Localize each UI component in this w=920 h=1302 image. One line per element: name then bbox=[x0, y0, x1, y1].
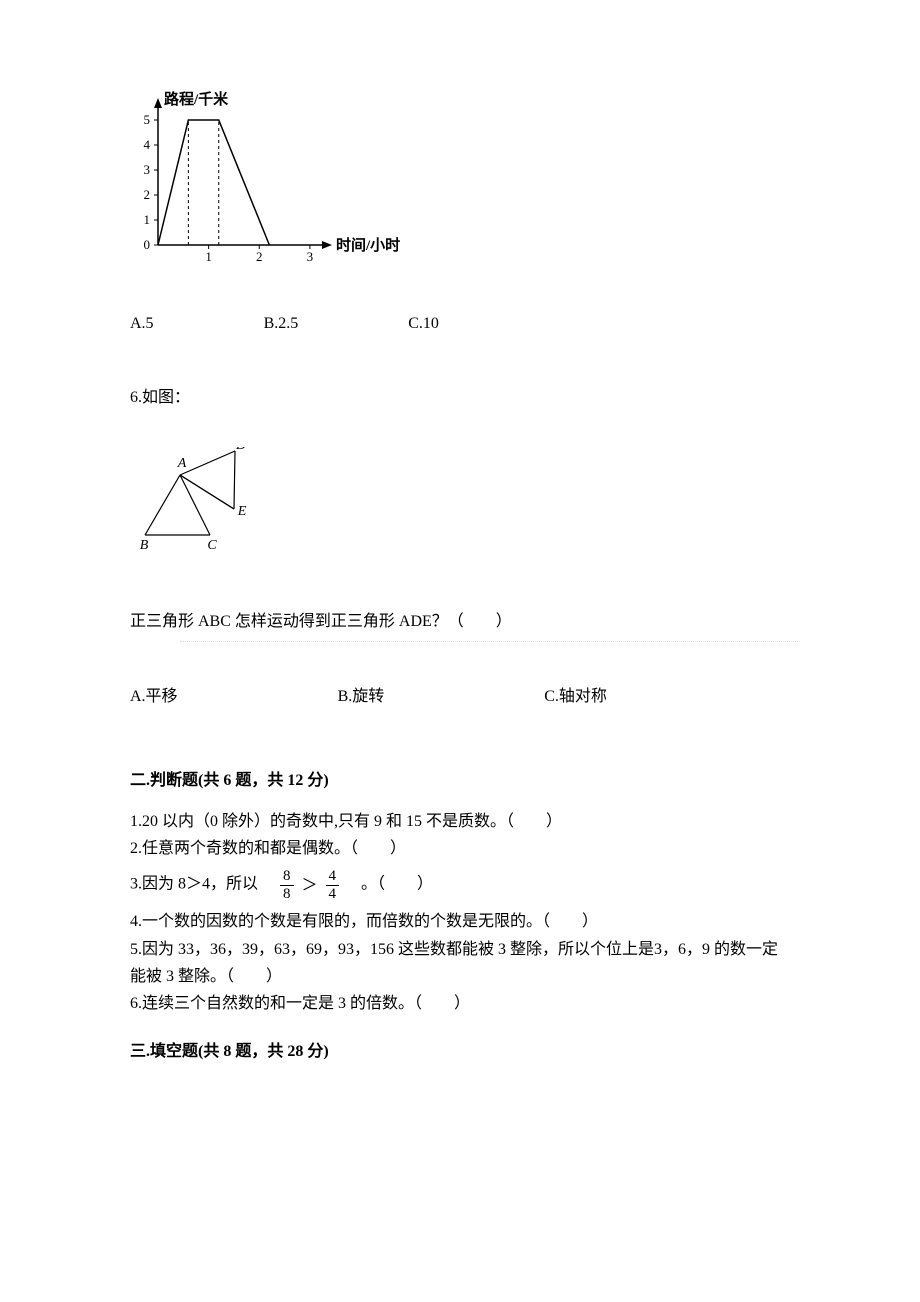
svg-text:E: E bbox=[237, 504, 247, 519]
s2-q3-frac2: 4 4 bbox=[326, 868, 340, 902]
svg-text:1: 1 bbox=[205, 249, 212, 264]
q5-option-b: B.2.5 bbox=[264, 315, 299, 333]
s2-q3-pre: 3.因为 8＞4，所以 bbox=[130, 876, 274, 893]
section2-title: 二.判断题(共 6 题，共 12 分) bbox=[130, 766, 790, 790]
svg-text:时间/小时: 时间/小时 bbox=[336, 236, 400, 254]
q6-option-b: B.旋转 bbox=[338, 682, 385, 706]
svg-text:1: 1 bbox=[144, 212, 151, 227]
section3-title: 三.填空题(共 8 题，共 28 分) bbox=[130, 1037, 790, 1061]
svg-text:3: 3 bbox=[144, 162, 151, 177]
s2-q4: 4.一个数的因数的个数是有限的，而倍数的个数是无限的。（ ） bbox=[130, 908, 790, 935]
s2-q3-frac1: 8 8 bbox=[280, 868, 294, 902]
svg-text:2: 2 bbox=[144, 187, 151, 202]
svg-text:5: 5 bbox=[144, 112, 151, 127]
svg-text:C: C bbox=[207, 538, 217, 553]
svg-text:2: 2 bbox=[256, 249, 263, 264]
s2-q6: 6.连续三个自然数的和一定是 3 的倍数。（ ） bbox=[130, 990, 790, 1017]
svg-text:0: 0 bbox=[144, 237, 151, 252]
q5-options: A.5 B.2.5 C.10 bbox=[130, 315, 790, 333]
distance-time-chart: 0 1 2 3 4 5 1 2 3 路程/千米时间/小时 bbox=[130, 90, 790, 265]
s2-q2: 2.任意两个奇数的和都是偶数。（ ） bbox=[130, 835, 790, 862]
svg-text:路程/千米: 路程/千米 bbox=[164, 90, 229, 108]
s2-q3-post: 。（ ） bbox=[345, 876, 433, 893]
q6-title: 6.如图： bbox=[130, 383, 790, 407]
q6-option-c: C.轴对称 bbox=[544, 682, 607, 706]
q6-options: A.平移 B.旋转 C.轴对称 bbox=[130, 682, 790, 706]
svg-text:B: B bbox=[140, 538, 149, 553]
s2-q5: 5.因为 33，36，39，63，69，93，156 这些数都能被 3 整除，所… bbox=[130, 936, 790, 990]
q5-option-a: A.5 bbox=[130, 315, 154, 333]
q5-option-c: C.10 bbox=[408, 315, 439, 333]
q6-option-a: A.平移 bbox=[130, 682, 178, 706]
svg-text:D: D bbox=[235, 447, 246, 453]
triangle-diagram: A B C D E bbox=[140, 447, 790, 557]
s2-q1: 1.20 以内（0 除外）的奇数中,只有 9 和 15 不是质数。（ ） bbox=[130, 808, 790, 835]
q6-question: 正三角形 ABC 怎样运动得到正三角形 ADE？（ ） bbox=[130, 607, 790, 631]
s2-q3: 3.因为 8＞4，所以 8 8 ＞ 4 4 。（ ） bbox=[130, 868, 790, 902]
svg-text:3: 3 bbox=[307, 249, 314, 264]
svg-text:A: A bbox=[177, 456, 187, 471]
gt-symbol: ＞ bbox=[302, 872, 318, 899]
separator bbox=[180, 641, 800, 642]
svg-text:4: 4 bbox=[144, 137, 151, 152]
